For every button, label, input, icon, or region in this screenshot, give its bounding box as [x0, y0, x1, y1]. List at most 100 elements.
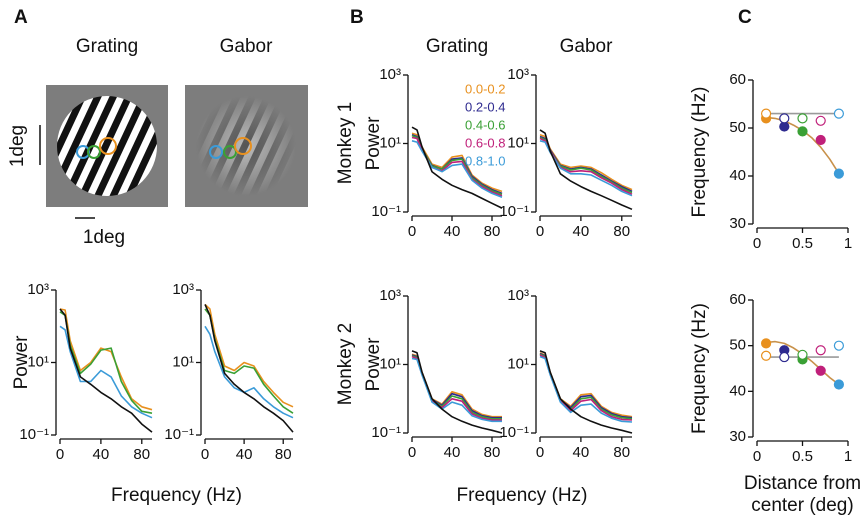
- y-tick-label: 10⁻¹: [164, 426, 194, 443]
- filled-point: [833, 168, 845, 179]
- y-tick-label: 30: [729, 215, 746, 232]
- y-tick-label: 10⁻¹: [19, 426, 49, 443]
- x-tick-label: 0: [753, 448, 761, 465]
- series-line: [59, 308, 153, 411]
- x-axis-label: Frequency (Hz): [111, 485, 242, 506]
- y-tick-label: 10³: [172, 281, 194, 298]
- filled-point: [833, 379, 845, 390]
- image-title: Gabor: [220, 36, 273, 57]
- x-axis-label: center (deg): [751, 495, 853, 516]
- y-axis-label: Frequency (Hz): [689, 303, 710, 434]
- chart: 30 40 50 60 0 0.5 1 Frequency (Hz) Distance from…: [689, 291, 861, 516]
- y-tick-label: 10¹: [172, 353, 194, 370]
- y-tick-label: 40: [729, 167, 746, 184]
- y-axis-label: Power: [11, 335, 32, 390]
- x-tick-label: 40: [444, 444, 461, 461]
- legend-label: 0.6-0.8: [465, 135, 505, 150]
- series-line: [539, 140, 633, 197]
- panel-label: B: [350, 7, 364, 28]
- series-line: [539, 350, 633, 434]
- open-point: [833, 340, 845, 351]
- y-tick-label: 10³: [27, 281, 49, 298]
- open-point: [779, 351, 790, 363]
- x-tick-label: 1: [844, 235, 852, 252]
- legend-label: 0.2-0.4: [465, 99, 505, 114]
- x-tick-label: 0: [536, 223, 544, 240]
- image-title: Grating: [76, 36, 138, 57]
- x-tick-label: 80: [133, 446, 150, 463]
- x-tick-label: 80: [613, 223, 630, 240]
- open-point: [760, 108, 772, 119]
- series-line: [59, 308, 153, 433]
- y-axis-label: Power: [363, 116, 384, 171]
- series-line: [59, 325, 153, 419]
- x-tick-label: 0.5: [792, 448, 813, 465]
- open-point: [779, 113, 790, 124]
- legend-label: 0.0-0.2: [465, 81, 505, 96]
- filled-point: [797, 126, 808, 137]
- x-tick-label: 0.5: [792, 235, 813, 252]
- y-tick-label: 10³: [379, 66, 401, 83]
- y-tick-label: 10⁻¹: [499, 203, 529, 220]
- y-tick-label: 60: [729, 291, 746, 308]
- y-tick-label: 10¹: [507, 355, 529, 372]
- chart: 10⁻¹ 10¹ 10³ 0 40 80: [499, 287, 633, 461]
- open-point: [815, 345, 826, 356]
- y-tick-label: 40: [729, 382, 746, 399]
- y-tick-label: 10¹: [379, 355, 401, 372]
- series-line: [411, 140, 503, 198]
- panel-label: C: [738, 7, 752, 28]
- y-tick-label: 10¹: [27, 353, 49, 370]
- series-line: [411, 357, 502, 423]
- y-tick-label: 50: [729, 337, 746, 354]
- open-point: [815, 115, 826, 126]
- scale-bar-label: 1deg: [7, 125, 28, 167]
- x-tick-label: 0: [408, 223, 416, 240]
- y-tick-label: 30: [729, 428, 746, 445]
- filled-point: [815, 134, 826, 146]
- series-line: [411, 350, 503, 434]
- series-line: [411, 355, 502, 420]
- legend-label: 0.8-1.0: [465, 153, 505, 168]
- x-tick-label: 40: [444, 223, 461, 240]
- chart-title: Grating: [426, 36, 488, 57]
- x-tick-label: 0: [536, 444, 544, 461]
- fit-line: [766, 116, 840, 175]
- filled-point: [815, 365, 826, 376]
- filled-point: [760, 338, 772, 349]
- legend-label: 0.4-0.6: [465, 117, 505, 132]
- x-axis-label: Distance from: [744, 473, 861, 494]
- y-tick-label: 10⁻¹: [499, 424, 529, 441]
- chart: 10⁻¹ 10¹ 10³ 0 40 80 Power Frequency (Hz): [11, 281, 242, 506]
- y-tick-label: 10⁻¹: [371, 424, 401, 441]
- chart: 30 40 50 60 0 0.5 1 Frequency (Hz): [689, 71, 852, 252]
- y-tick-label: 10³: [507, 66, 529, 83]
- y-axis-label: Power: [363, 337, 384, 392]
- y-axis-label: Frequency (Hz): [689, 87, 710, 218]
- open-point: [833, 108, 845, 119]
- series-line: [411, 136, 503, 197]
- chart-title: Gabor: [560, 36, 613, 57]
- x-tick-label: 0: [408, 444, 416, 461]
- row-label: Monkey 2: [335, 323, 356, 405]
- chart: 10⁻¹ 10¹ 10³ 0 40 80 Grating Power 0.0-0.2 0.2-0.…: [363, 36, 505, 240]
- x-tick-label: 1: [844, 448, 852, 465]
- open-point: [797, 113, 808, 124]
- y-tick-label: 10¹: [379, 134, 401, 151]
- series-line: [204, 303, 294, 408]
- y-tick-label: 10¹: [507, 134, 529, 151]
- x-tick-label: 0: [753, 235, 761, 252]
- chart: 10⁻¹ 10¹ 10³ 0 40 80 Power Frequency (Hz): [363, 287, 587, 506]
- series-line: [539, 355, 633, 423]
- y-tick-label: 10³: [507, 287, 529, 304]
- x-tick-label: 80: [484, 444, 501, 461]
- series-line: [411, 355, 502, 421]
- y-tick-label: 50: [729, 119, 746, 136]
- x-tick-label: 40: [236, 446, 253, 463]
- grating-image: [46, 85, 168, 207]
- x-tick-label: 0: [56, 446, 64, 463]
- x-tick-label: 40: [573, 223, 590, 240]
- x-axis-label: Frequency (Hz): [457, 485, 588, 506]
- x-tick-label: 80: [613, 444, 630, 461]
